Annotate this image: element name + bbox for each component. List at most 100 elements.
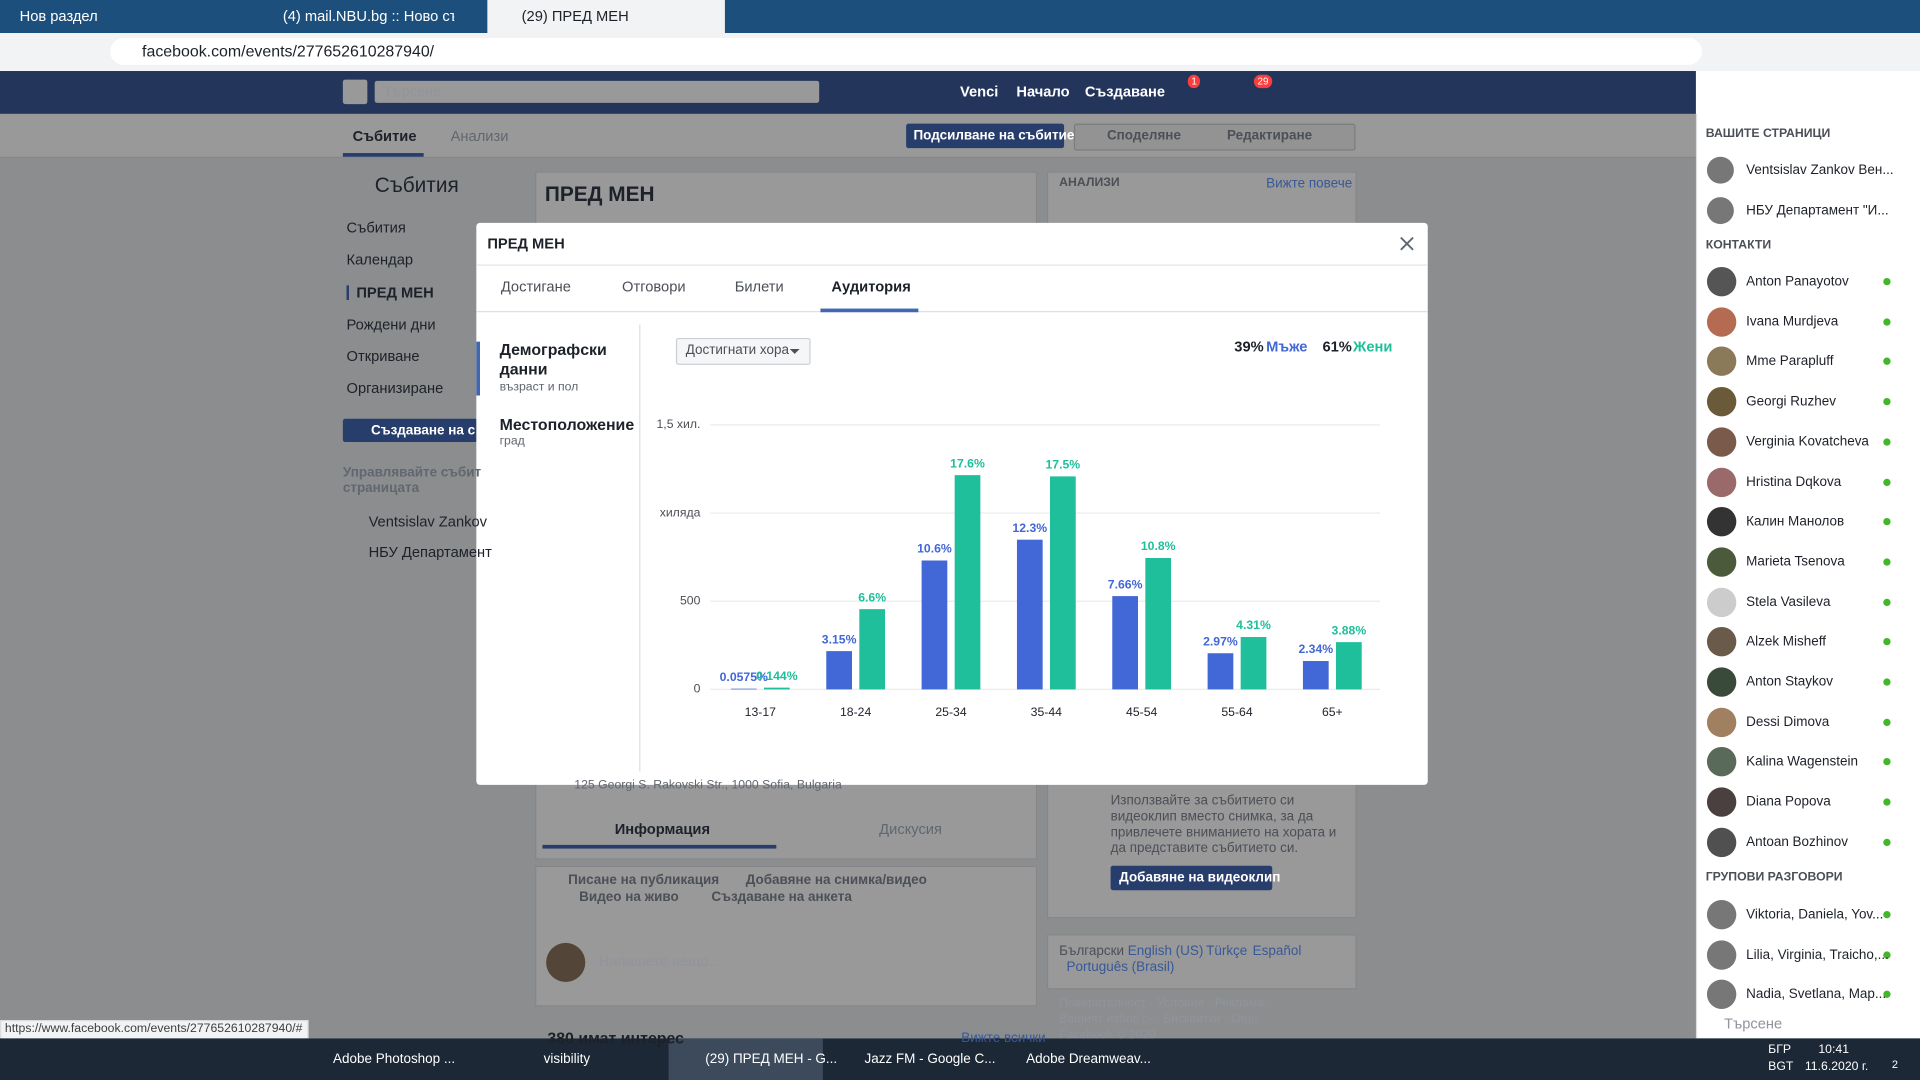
contact[interactable]: Georgi Ruzhev [1746, 394, 1836, 410]
contact[interactable]: Marieta Tsenova [1746, 554, 1845, 570]
composer-input[interactable]: Напишете нещо... [598, 952, 721, 970]
action[interactable]: Добавяне на снимка/видео [745, 873, 927, 888]
chat-search[interactable]: Търсене [1724, 1015, 1783, 1033]
language[interactable]: Português (Brasil) [1066, 960, 1175, 975]
create-button[interactable] [342, 418, 478, 443]
tab[interactable]: Събитие [352, 127, 417, 145]
button-label[interactable]: Редактиране [1226, 128, 1313, 144]
clock[interactable]: 10:41 [1818, 1043, 1850, 1057]
taskbar-app[interactable]: (29) ПРЕД МЕН - G... [705, 1051, 838, 1067]
online-dot [1883, 438, 1891, 446]
x-tick-label: 13-17 [745, 705, 776, 719]
section[interactable]: Демографски данни [499, 340, 607, 379]
tab[interactable]: Отговори [622, 277, 686, 296]
contact[interactable]: Ivana Murdjeva [1746, 314, 1839, 330]
tab[interactable]: (4) mail.NBU.bg :: Ново съобщен [282, 7, 454, 25]
tab[interactable]: Дискусия [879, 820, 942, 838]
button-label[interactable]: Подсилване на събитие [913, 128, 1075, 144]
tab[interactable]: Достигане [500, 277, 571, 296]
language[interactable]: Español [1252, 944, 1302, 959]
link[interactable]: Вижте всички [961, 1031, 1046, 1046]
contact[interactable]: Stela Vasileva [1746, 594, 1831, 610]
avatar [1706, 939, 1737, 970]
link[interactable]: Вижте повече [1266, 176, 1353, 192]
active-app[interactable] [668, 1038, 823, 1080]
button-label[interactable]: Добавяне на видеоклип [1119, 870, 1281, 886]
dropdown-label[interactable]: Достигнати хора [685, 342, 789, 358]
tab-strip [0, 0, 1920, 34]
tab[interactable]: Билети [734, 277, 784, 296]
video-button[interactable] [1110, 865, 1273, 891]
clock[interactable]: 11.6.2020 г. [1804, 1060, 1869, 1074]
tray-text[interactable]: БГР [1768, 1043, 1792, 1057]
search-box[interactable] [374, 80, 820, 103]
footer-text: Facebook © 2020 [1059, 1028, 1157, 1043]
group[interactable]: Nadia, Svetlana, Map... [1746, 986, 1887, 1002]
notification-count[interactable]: 2 [1891, 1057, 1898, 1071]
button-label[interactable]: Споделяне [1106, 128, 1181, 144]
data-label: 12.3% [1012, 521, 1047, 535]
tab[interactable]: Анализи [450, 127, 509, 145]
dropdown[interactable] [675, 337, 811, 365]
bar [1016, 539, 1043, 690]
action[interactable]: Писане на публикация [568, 873, 720, 888]
fb-logo[interactable] [342, 79, 368, 105]
action[interactable]: Видео на живо [579, 890, 679, 905]
section[interactable]: Местоположение [499, 415, 635, 434]
contact[interactable]: Alzek Misheff [1746, 634, 1826, 650]
nav-item[interactable]: Откриване [346, 347, 420, 365]
contact[interactable]: Verginia Kovatcheva [1746, 434, 1869, 450]
tray-text[interactable]: BGT [1768, 1060, 1794, 1074]
url[interactable]: facebook.com/events/277652610287940/ [142, 41, 435, 60]
tab[interactable]: Информация [614, 820, 711, 838]
data-label: 17.6% [950, 456, 985, 470]
x-tick-label: 25-34 [935, 705, 966, 719]
page-link[interactable]: НБУ Департамент "И... [1746, 203, 1889, 218]
group[interactable]: Viktoria, Daniela, Yov... [1746, 907, 1884, 923]
address-bar[interactable] [110, 37, 1703, 65]
language[interactable]: Türkçe [1206, 944, 1248, 959]
nav-link[interactable]: Начало [1016, 83, 1070, 101]
contact[interactable]: Калин Манолов [1746, 514, 1845, 530]
search-placeholder[interactable]: Търсене [383, 83, 442, 101]
taskbar-app[interactable]: visibility [543, 1051, 591, 1067]
group[interactable]: Lilia, Virginia, Traicho,... [1746, 947, 1889, 962]
page-link[interactable]: НБУ Департамент [368, 543, 492, 561]
data-label: 3.88% [1332, 623, 1367, 637]
nav-item[interactable]: Календар [346, 251, 414, 269]
language[interactable]: English (US) [1127, 944, 1204, 959]
online-dot [1883, 990, 1891, 998]
contact[interactable]: Hristina Dqkova [1746, 474, 1842, 490]
nav-item[interactable]: Организиране [346, 379, 444, 397]
tab[interactable]: Аудитория [831, 277, 911, 296]
action[interactable]: Създаване на анкета [711, 890, 852, 905]
page-link[interactable]: Ventsislav Zankov Вен... [1746, 162, 1894, 178]
button-label[interactable]: Създаване на съ [371, 423, 476, 439]
user-link[interactable]: Venci [960, 83, 999, 101]
taskbar-app[interactable]: Adobe Dreamweav... [1026, 1051, 1151, 1067]
avatar [1706, 979, 1737, 1009]
contact[interactable]: Anton Panayotov [1746, 274, 1849, 289]
nav-item[interactable]: Рождени дни [346, 315, 436, 334]
boost-button[interactable] [906, 123, 1065, 149]
bar [1336, 642, 1362, 690]
nav-link[interactable]: Създаване [1084, 83, 1166, 101]
page-link[interactable]: Ventsislav Zankov [368, 513, 488, 531]
nav-item[interactable]: Събития [346, 219, 406, 237]
language[interactable]: Български [1059, 944, 1125, 959]
contact[interactable]: Diana Popova [1746, 794, 1831, 810]
taskbar-app[interactable]: Jazz FM - Google C... [864, 1051, 996, 1067]
contact[interactable]: Mme Parapluff [1746, 354, 1834, 370]
active-tab[interactable] [487, 0, 725, 34]
close-button[interactable] [1400, 236, 1415, 251]
taskbar-app[interactable]: Adobe Photoshop ... [333, 1051, 456, 1067]
contact[interactable]: Antoan Bozhinov [1746, 834, 1848, 850]
contact[interactable]: Anton Staykov [1746, 674, 1833, 690]
avatar [1706, 587, 1737, 617]
nav-item[interactable]: ПРЕД МЕН [356, 284, 434, 302]
tab[interactable]: Нов раздел [19, 7, 98, 25]
contact[interactable]: Dessi Dimova [1746, 714, 1830, 730]
action-buttons[interactable] [1073, 123, 1356, 151]
contact[interactable]: Kalina Wagenstein [1746, 754, 1858, 770]
tab[interactable]: (29) ПРЕД МЕН [521, 7, 629, 25]
